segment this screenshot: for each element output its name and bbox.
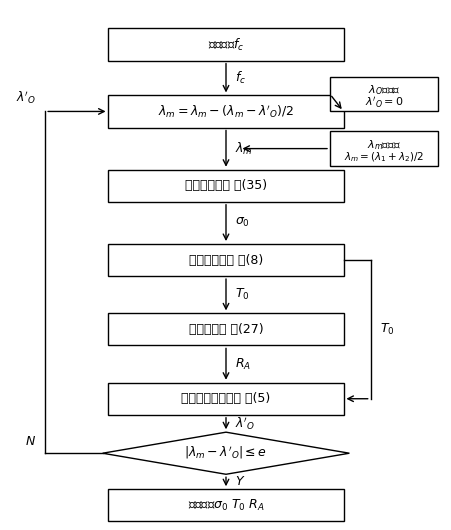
FancyBboxPatch shape	[108, 383, 343, 415]
Text: $f_c$: $f_c$	[235, 70, 246, 86]
FancyBboxPatch shape	[108, 313, 343, 346]
Text: $T_0$: $T_0$	[379, 322, 393, 337]
Text: 保存当前$\sigma_0$ $T_0$ $R_A$: 保存当前$\sigma_0$ $T_0$ $R_A$	[187, 498, 264, 513]
FancyBboxPatch shape	[108, 489, 343, 522]
Text: $\lambda'_O$: $\lambda'_O$	[235, 415, 255, 432]
FancyBboxPatch shape	[108, 244, 343, 276]
Text: $\lambda_m$初始值: $\lambda_m$初始值	[367, 138, 400, 152]
Text: 计算水平投影长度 式(5): 计算水平投影长度 式(5)	[181, 392, 270, 405]
Text: $Y$: $Y$	[235, 475, 245, 488]
Text: $T_0$: $T_0$	[235, 287, 249, 302]
Text: $\lambda'_O$: $\lambda'_O$	[16, 90, 36, 107]
Text: $|\lambda_m-\lambda'_O|\leq e$: $|\lambda_m-\lambda'_O|\leq e$	[184, 445, 267, 462]
Text: 当前弧垂$f_c$: 当前弧垂$f_c$	[207, 37, 244, 52]
Text: $\lambda'_O=0$: $\lambda'_O=0$	[364, 95, 403, 110]
Text: $\lambda_m=(\lambda_1+\lambda_2)/2$: $\lambda_m=(\lambda_1+\lambda_2)/2$	[343, 151, 423, 164]
Text: $\lambda_m=\lambda_m-(\lambda_m-\lambda'_O)/2$: $\lambda_m=\lambda_m-(\lambda_m-\lambda'…	[158, 103, 293, 120]
Text: $R_A$: $R_A$	[235, 357, 251, 372]
FancyBboxPatch shape	[329, 77, 437, 111]
Text: $\lambda_m$: $\lambda_m$	[235, 140, 253, 157]
FancyBboxPatch shape	[108, 95, 343, 128]
Text: 计算支反力 式(27): 计算支反力 式(27)	[188, 323, 263, 336]
FancyBboxPatch shape	[108, 29, 343, 60]
Text: $\lambda_O$初始值: $\lambda_O$初始值	[367, 83, 400, 97]
Text: 计算水平张力 式(8): 计算水平张力 式(8)	[189, 253, 262, 267]
Polygon shape	[102, 432, 349, 474]
FancyBboxPatch shape	[329, 131, 437, 166]
FancyBboxPatch shape	[108, 170, 343, 202]
Text: $\sigma_0$: $\sigma_0$	[235, 216, 249, 229]
Text: 计算水平应力 式(35): 计算水平应力 式(35)	[184, 179, 267, 192]
Text: $N$: $N$	[25, 435, 36, 448]
